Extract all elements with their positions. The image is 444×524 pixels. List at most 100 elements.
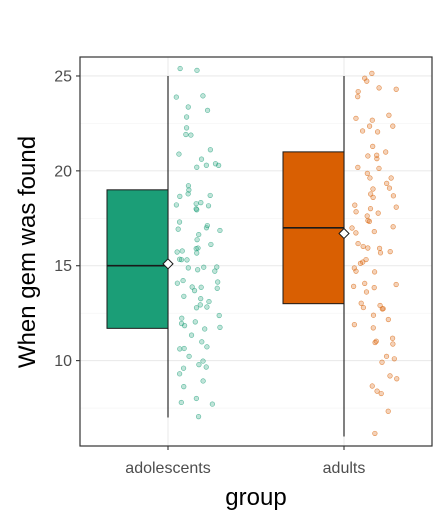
data-point xyxy=(385,408,391,414)
data-point xyxy=(355,164,361,170)
data-point xyxy=(371,228,377,235)
data-point xyxy=(375,210,381,216)
mean-marker xyxy=(162,258,174,270)
data-point xyxy=(175,226,181,232)
plot-panel-border xyxy=(79,56,433,447)
y-axis-title: When gem was found xyxy=(14,136,41,368)
data-point xyxy=(180,365,187,371)
data-point xyxy=(376,245,383,251)
data-point xyxy=(349,225,355,231)
data-point xyxy=(364,170,370,176)
data-point xyxy=(377,302,383,309)
data-point xyxy=(217,227,223,234)
data-point xyxy=(214,264,220,270)
data-point xyxy=(186,187,192,193)
data-point xyxy=(378,390,384,397)
data-point xyxy=(198,156,205,162)
data-point xyxy=(393,204,399,210)
data-point xyxy=(177,65,183,72)
y-tick-label: 20 xyxy=(54,163,72,180)
data-point xyxy=(176,219,183,225)
data-point xyxy=(209,401,215,407)
data-point xyxy=(370,143,376,149)
data-point xyxy=(359,128,366,134)
data-point xyxy=(189,284,195,290)
data-point xyxy=(196,362,202,368)
data-point xyxy=(351,322,357,328)
data-point xyxy=(363,256,369,263)
data-point xyxy=(185,191,191,197)
data-point xyxy=(374,156,380,162)
data-point xyxy=(179,315,185,321)
data-point xyxy=(353,115,359,121)
data-point xyxy=(203,364,209,370)
data-point xyxy=(200,378,206,384)
data-point xyxy=(203,225,210,231)
data-point xyxy=(214,285,220,291)
data-point xyxy=(192,319,198,325)
data-point xyxy=(193,246,199,252)
data-point xyxy=(372,269,378,275)
data-point xyxy=(369,383,375,389)
data-point xyxy=(194,67,200,73)
data-point xyxy=(365,153,371,159)
data-point xyxy=(181,345,187,352)
y-tick-label: 25 xyxy=(54,68,72,85)
data-point xyxy=(370,194,376,200)
data-point xyxy=(385,316,391,323)
data-point xyxy=(369,70,375,76)
data-point xyxy=(196,231,202,238)
data-point xyxy=(386,112,392,118)
data-point xyxy=(198,200,204,206)
data-point xyxy=(370,325,376,331)
data-point xyxy=(216,312,222,319)
mean-marker xyxy=(338,227,350,240)
data-point xyxy=(186,353,192,359)
data-point xyxy=(351,265,357,271)
data-point xyxy=(353,230,359,236)
data-point xyxy=(373,338,379,344)
data-point xyxy=(380,306,386,312)
data-point xyxy=(206,298,212,305)
data-point xyxy=(370,312,377,318)
data-point xyxy=(207,192,213,199)
data-point xyxy=(174,280,180,286)
data-point xyxy=(212,268,218,274)
data-point xyxy=(183,114,190,120)
data-point xyxy=(369,117,375,123)
data-point xyxy=(194,207,200,213)
data-point xyxy=(197,302,203,308)
data-point xyxy=(179,248,185,254)
data-point xyxy=(202,326,208,332)
data-point xyxy=(193,201,199,207)
data-point xyxy=(188,332,195,338)
data-point xyxy=(387,373,393,379)
data-point xyxy=(215,279,221,285)
data-point xyxy=(188,132,194,138)
data-point xyxy=(393,281,399,288)
y-tick-label: 15 xyxy=(54,258,72,275)
data-point xyxy=(216,162,222,168)
data-point xyxy=(390,224,396,230)
data-point xyxy=(178,257,185,263)
data-point xyxy=(205,203,212,209)
data-point xyxy=(181,293,187,299)
data-point xyxy=(371,285,377,291)
jitter-points xyxy=(173,65,400,437)
data-point xyxy=(351,283,357,289)
data-point xyxy=(193,395,199,402)
data-point xyxy=(390,341,396,347)
data-point xyxy=(184,257,190,263)
data-point xyxy=(367,175,373,181)
data-point xyxy=(372,430,378,437)
data-point xyxy=(201,264,207,270)
data-point xyxy=(217,324,223,330)
data-point xyxy=(353,209,359,215)
data-point xyxy=(383,353,390,359)
data-point xyxy=(185,183,192,189)
data-point xyxy=(183,125,190,131)
data-point xyxy=(177,256,183,262)
x-tick-label: adolescents xyxy=(125,460,210,477)
data-point xyxy=(389,335,396,341)
